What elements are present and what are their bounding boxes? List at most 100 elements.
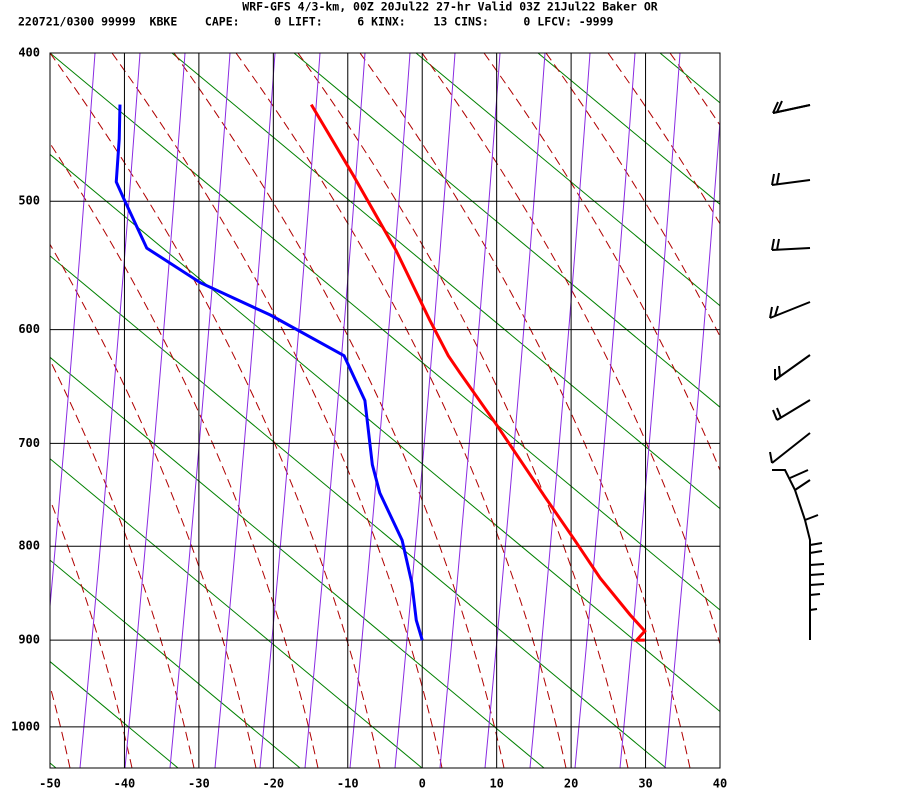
moist-adiabat	[669, 53, 720, 127]
barb	[809, 563, 825, 566]
profile-line	[310, 103, 647, 642]
profile-line	[114, 104, 424, 641]
moist-adiabat	[235, 53, 567, 768]
dry-adiabat	[50, 53, 720, 611]
moist-adiabat	[297, 53, 629, 768]
moist-adiabat	[732, 53, 900, 768]
mixing-ratio	[79, 53, 141, 768]
chart-subtitle: 220721/0300 99999 KBKE CAPE: 0 LIFT: 6 K…	[18, 15, 614, 29]
barb-staff	[772, 469, 811, 640]
mixing-ratio	[50, 53, 51, 60]
y-tick-label: 700	[18, 436, 40, 450]
x-tick-label: 10	[489, 777, 503, 791]
dry-adiabat	[659, 53, 720, 104]
barb	[794, 479, 811, 491]
mixing-ratio	[529, 53, 591, 768]
moist-adiabat	[359, 53, 691, 768]
barb	[769, 301, 811, 319]
mixing-ratio	[169, 53, 231, 768]
wind-barbs	[769, 100, 825, 640]
x-tick-label: 40	[713, 777, 727, 791]
mixing-ratio	[439, 53, 501, 768]
x-tick-label: 0	[419, 777, 426, 791]
y-tick-label: 500	[18, 194, 40, 208]
mixing-ratio	[619, 53, 681, 768]
profiles	[114, 103, 647, 642]
barb	[774, 305, 779, 317]
x-tick-label: -30	[188, 777, 210, 791]
barb	[809, 573, 825, 576]
moist-adiabat	[50, 243, 257, 768]
y-tick-label: 800	[18, 539, 40, 553]
mixing-ratio	[484, 53, 546, 768]
barb	[771, 247, 811, 251]
barb	[772, 409, 778, 421]
barb	[772, 104, 811, 114]
x-tick-label: -40	[114, 777, 136, 791]
grid	[49, 52, 721, 768]
chart-title: WRF-GFS 4/3-km, 00Z 20Jul22 27-hr Valid …	[242, 0, 657, 14]
barb	[809, 583, 825, 586]
mixing-ratio	[664, 114, 720, 768]
moist-adiabat	[856, 53, 900, 768]
x-tick-label: 20	[564, 777, 578, 791]
barb	[809, 608, 818, 611]
barb	[809, 593, 821, 596]
barb	[809, 550, 823, 554]
dry-adiabat	[50, 255, 667, 768]
moist-adiabat	[111, 53, 443, 768]
moist-adiabat	[50, 53, 381, 768]
mixing-ratio	[394, 53, 456, 768]
dry-adiabat	[782, 53, 900, 768]
barb	[771, 173, 775, 186]
moist-adiabat	[173, 53, 505, 768]
moist-adiabat	[50, 142, 319, 768]
moist-adiabat	[50, 684, 71, 768]
barb	[771, 238, 775, 251]
barb	[769, 451, 773, 464]
y-tick-label: 400	[18, 46, 40, 60]
mixing-ratio	[349, 53, 411, 768]
barb	[769, 306, 773, 319]
mixing-ratio	[0, 53, 5, 768]
moist-adiabat	[421, 53, 720, 646]
dry-adiabat	[50, 458, 423, 768]
dry-adiabat	[50, 559, 301, 768]
moist-adiabat	[794, 53, 900, 768]
dry-adiabat	[50, 356, 545, 768]
dry-adiabat	[537, 53, 720, 205]
mixing-ratio	[304, 53, 366, 768]
y-tick-label: 1000	[11, 719, 40, 733]
barb	[778, 365, 781, 378]
mixing-ratio	[259, 53, 321, 768]
barb	[776, 407, 782, 419]
moist-adiabat	[545, 53, 720, 338]
mixing-ratio	[574, 53, 636, 768]
y-tick-label: 600	[18, 322, 40, 336]
mixing-ratio	[50, 53, 96, 612]
x-tick-label: -20	[262, 777, 284, 791]
barb	[809, 542, 823, 546]
dry-adiabat	[50, 762, 57, 768]
dry-adiabat	[415, 53, 720, 307]
barb	[771, 179, 811, 186]
dry-adiabat	[293, 53, 720, 408]
barb	[804, 514, 819, 521]
barb	[789, 469, 809, 479]
barb	[776, 238, 780, 251]
dry-adiabat	[50, 153, 720, 713]
x-tick-label: 30	[638, 777, 652, 791]
barb	[776, 399, 811, 421]
barb	[772, 101, 779, 114]
barb	[776, 172, 780, 185]
mixing-ratio	[214, 53, 276, 768]
barb	[776, 100, 783, 113]
dry-adiabat	[171, 53, 720, 510]
x-tick-label: -50	[39, 777, 61, 791]
barb	[771, 432, 811, 464]
moist-adiabat	[50, 359, 195, 768]
dry-adiabat	[50, 660, 179, 768]
plot-frame	[49, 52, 721, 769]
